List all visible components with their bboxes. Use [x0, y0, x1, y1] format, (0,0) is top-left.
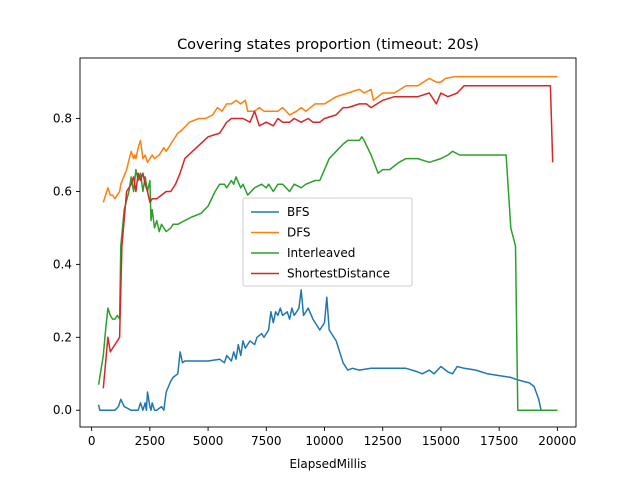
legend-box: [242, 197, 413, 287]
legend: BFS DFS Interleaved ShortestDistance: [242, 197, 413, 287]
x-axis-label: ElapsedMillis: [289, 457, 366, 471]
x-tick-label: 20000: [538, 434, 576, 448]
series-layer: [97, 75, 558, 411]
x-tick-label: 2500: [135, 434, 166, 448]
series-line-bfs: [97, 289, 558, 411]
y-tick-label: 0.6: [53, 184, 72, 198]
x-tick-label: 0: [88, 434, 96, 448]
series-line-shortestdistance: [102, 84, 554, 389]
x-tick-label: 12500: [364, 434, 402, 448]
x-tick-label: 15000: [422, 434, 460, 448]
y-axis: 0.0 0.2 0.4 0.6 0.8: [53, 112, 80, 417]
legend-label: DFS: [287, 226, 311, 240]
legend-label: ShortestDistance: [287, 267, 390, 281]
legend-label: Interleaved: [287, 246, 355, 260]
plot-frame: [79, 57, 577, 428]
chart-title: Covering states proportion (timeout: 20s…: [177, 37, 479, 53]
x-tick-label: 7500: [251, 434, 282, 448]
y-tick-label: 0.8: [53, 112, 72, 126]
y-tick-label: 0.4: [53, 257, 72, 271]
x-tick-label: 17500: [480, 434, 518, 448]
series-line-dfs: [102, 75, 558, 203]
y-tick-label: 0.0: [53, 403, 72, 417]
x-tick-label: 10000: [305, 434, 343, 448]
x-tick-label: 5000: [193, 434, 224, 448]
series-line-interleaved: [97, 136, 558, 411]
legend-label: BFS: [287, 205, 310, 219]
x-axis: 0 2500 5000 7500 10000 12500 15000 17500 20000: [88, 427, 576, 448]
y-tick-label: 0.2: [53, 330, 72, 344]
